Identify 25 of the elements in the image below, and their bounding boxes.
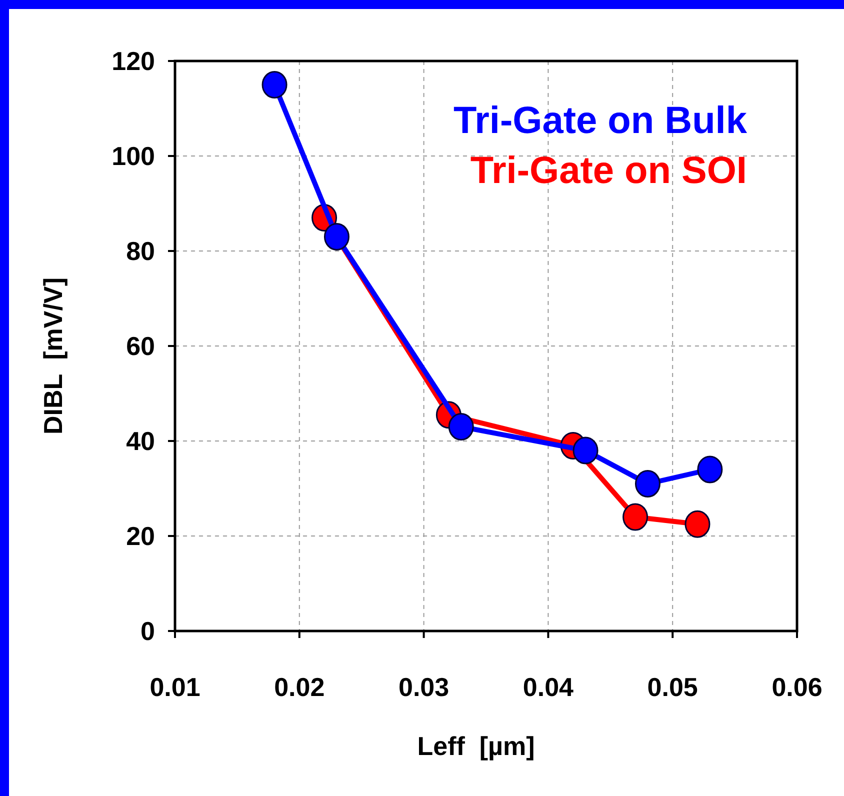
x-tick-label: 0.03 (398, 672, 450, 702)
point (622, 503, 648, 531)
x-tick-label: 0.06 (772, 672, 822, 702)
point (262, 71, 288, 98)
point (324, 223, 350, 250)
y-tick-label: 40 (126, 426, 155, 456)
point (448, 413, 474, 440)
x-tick-label: 0.04 (522, 672, 574, 702)
x-tick-label: 0.01 (150, 672, 200, 702)
x-tick-label: 0.05 (647, 672, 698, 702)
y-tick-label: 100 (112, 141, 155, 171)
point (684, 510, 710, 538)
x-tick-label: 0.02 (274, 672, 325, 702)
y-tick-label: 120 (112, 46, 155, 76)
x-axis-title: Leff [µm] (417, 731, 535, 761)
y-tick-label: 60 (126, 331, 155, 361)
y-axis-title: DIBL [mV/V] (38, 278, 68, 434)
text: Tri-Gate on SOI (470, 150, 747, 192)
y-tick-label: 0 (140, 616, 155, 646)
point (697, 456, 723, 484)
y-tick-label: 20 (126, 521, 155, 551)
y-tick-label: 80 (126, 236, 155, 266)
point (634, 470, 660, 498)
text: Tri-Gate on Bulk (454, 100, 748, 142)
point (572, 436, 598, 464)
